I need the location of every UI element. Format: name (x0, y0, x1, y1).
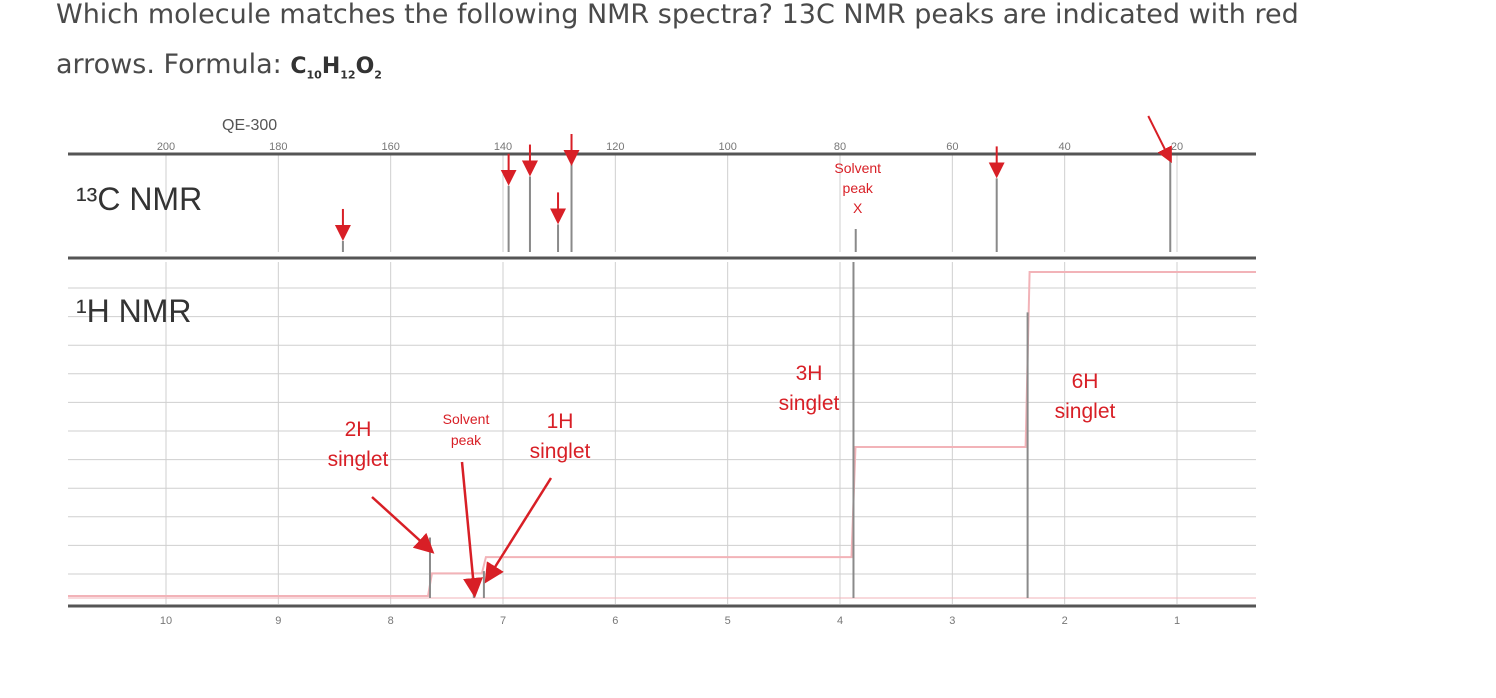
proton-peak-label: peak (451, 432, 482, 448)
molecular-formula: C10H12O2 (290, 54, 382, 82)
carbon-tick-label: 60 (946, 141, 958, 153)
proton-tick-label: 1 (1174, 615, 1180, 627)
proton-tick-label: 4 (837, 615, 843, 627)
formula-h-count: 12 (340, 68, 356, 82)
carbon-tick-label: 180 (269, 141, 287, 153)
integral-curve (68, 271, 1256, 597)
proton-tick-label: 10 (160, 615, 172, 627)
carbon-peak-arrow (1147, 115, 1172, 164)
carbon-tick-label: 160 (381, 141, 399, 153)
carbon-tick-label: 20 (1171, 141, 1183, 153)
proton-peak-label: 2H (345, 418, 372, 441)
proton-peak-arrow (484, 477, 553, 584)
formula-c-count: 10 (306, 68, 322, 82)
carbon-annotation-text: peak (843, 180, 874, 196)
proton-tick-label: 7 (500, 615, 506, 627)
proton-peak-label: Solvent (443, 411, 490, 427)
question-line-2-prefix: arrows. Formula: (56, 49, 291, 80)
carbon-tick-label: 100 (718, 141, 736, 153)
proton-peak-label: singlet (779, 392, 840, 415)
carbon-tick-label: 80 (834, 141, 846, 153)
proton-tick-label: 2 (1062, 615, 1068, 627)
proton-tick-label: 8 (388, 615, 394, 627)
question-line-1: Which molecule matches the following NMR… (56, 0, 1299, 30)
carbon-tick-label: 120 (606, 141, 624, 153)
formula-h: H (321, 54, 341, 79)
carbon-panel-label: ¹³C NMR (76, 181, 202, 217)
proton-peak-arrow (371, 496, 435, 554)
proton-peak-label: singlet (1055, 400, 1116, 423)
carbon-annotation-text: Solvent (834, 160, 881, 176)
proton-peak-label: singlet (328, 448, 389, 471)
proton-tick-label: 6 (612, 615, 618, 627)
proton-tick-label: 9 (275, 615, 281, 627)
carbon-tick-label: 140 (494, 141, 512, 153)
formula-o-count: 2 (374, 68, 382, 82)
formula-o: O (355, 54, 375, 79)
proton-peak-label: 3H (796, 362, 823, 385)
proton-peak-arrow (460, 461, 484, 598)
proton-tick-label: 5 (725, 615, 731, 627)
question-text: Which molecule matches the following NMR… (56, 0, 1476, 100)
proton-peak-label: singlet (530, 440, 591, 463)
proton-peak-label: 6H (1072, 370, 1099, 393)
proton-tick-label: 3 (949, 615, 955, 627)
carbon-tick-label: 200 (157, 141, 175, 153)
carbon-tick-label: 40 (1059, 141, 1071, 153)
carbon-annotation-text: X (853, 200, 863, 216)
proton-panel-label: ¹H NMR (76, 293, 192, 329)
formula-c: C (290, 54, 307, 79)
proton-peak-label: 1H (547, 410, 574, 433)
instrument-label: QE-300 (222, 117, 277, 134)
question-line-2: arrows. Formula: C10H12O2 (56, 40, 1476, 100)
